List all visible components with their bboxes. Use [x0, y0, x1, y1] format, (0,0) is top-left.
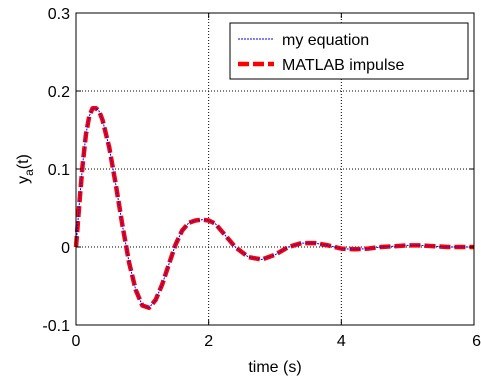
y-tick-label: 0.1: [48, 162, 70, 179]
x-tick-label: 2: [204, 333, 213, 350]
legend-label-my-equation: my equation: [282, 32, 369, 49]
legend-label-matlab-impulse: MATLAB impulse: [282, 57, 405, 74]
y-tick-label: 0.2: [48, 84, 70, 101]
legend-box: [229, 22, 469, 80]
y-axis-label-sub: a: [22, 169, 36, 176]
x-tick-label: 0: [72, 333, 81, 350]
series-line-my-equation: [75, 107, 474, 309]
series-layer: [73, 105, 474, 311]
y-axis-label-base: y: [15, 176, 32, 184]
x-axis-label: time (s): [248, 359, 301, 376]
y-axis-label: ya(t): [15, 154, 36, 184]
y-tick-label: -0.1: [42, 318, 70, 335]
legend: my equation MATLAB impulse: [229, 22, 469, 80]
ticks: 0 2 4 6-0.100.10.20.3: [42, 6, 481, 350]
y-tick-label: 0.3: [48, 6, 70, 23]
y-axis-label-rest: (t): [15, 154, 32, 169]
x-tick-label: 4: [337, 333, 346, 350]
x-tick-label: 6: [472, 333, 481, 350]
y-tick-label: 0: [61, 240, 70, 257]
